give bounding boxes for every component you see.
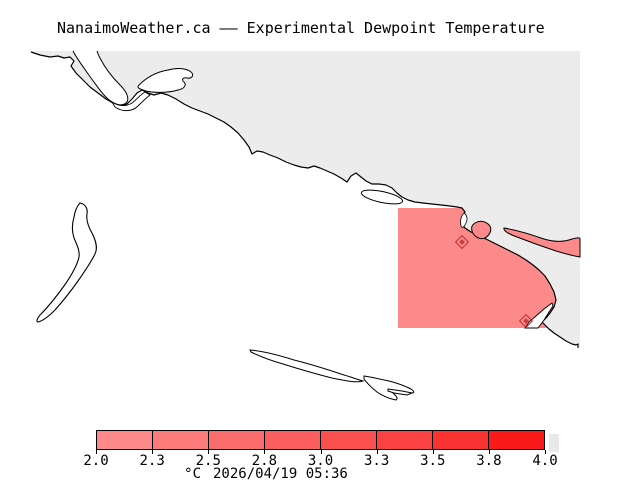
colorbar-tick-label: 3.5 [420, 453, 446, 469]
colorbar-tick [545, 450, 546, 454]
colorbar-caption: °C 2026/04/19 05:36 [96, 466, 436, 480]
colorbar-segment [320, 431, 376, 449]
colorbar-tick [432, 450, 434, 454]
colorbar-shadow [549, 434, 559, 452]
island-sliver [387, 388, 414, 396]
islet-pink [471, 220, 492, 240]
colorbar-tick-label: 3.3 [363, 453, 390, 469]
dewpoint-data-region [398, 208, 556, 328]
inlet-west [72, 50, 129, 106]
inlet-east [137, 68, 194, 93]
colorbar-tick-label: 2.5 [195, 453, 221, 469]
colorbar-tick [488, 450, 490, 454]
coastal-bay [460, 212, 468, 228]
colorbar-tick-label: 2.3 [139, 453, 165, 469]
colorbar-tick [152, 450, 154, 454]
colorbar-segment [376, 431, 432, 449]
coastline [30, 51, 579, 348]
island-strip-pink [503, 227, 581, 258]
colorbar-segment [488, 431, 544, 449]
colorbar-tick [376, 450, 378, 454]
colorbar-timestamp: 2026/04/19 05:36 [213, 466, 348, 480]
inlet-channel [111, 91, 151, 112]
colorbar-tick [96, 450, 97, 454]
colorbar-tick-label: 3.0 [307, 453, 334, 469]
page-title: NanaimoWeather.ca —— Experimental Dewpoi… [57, 19, 545, 37]
colorbar-tick-label: 2.0 [83, 453, 109, 469]
colorbar-tick [264, 450, 266, 454]
island-south-long [249, 349, 365, 383]
colorbar-tick [320, 450, 322, 454]
colorbar-segment [152, 431, 208, 449]
colorbar-segment [264, 431, 320, 449]
colorbar-tick-label: 4.0 [532, 453, 558, 469]
island-west [36, 202, 97, 323]
colorbar-units: °C [184, 466, 201, 480]
colorbar-tick-label: 3.8 [476, 453, 502, 469]
coastal-lagoon [360, 189, 404, 205]
colorbar-tick [208, 450, 210, 454]
colorbar-segment [432, 431, 488, 449]
land-mass [31, 51, 580, 348]
colorbar-segment [208, 431, 264, 449]
island-south-east [363, 375, 415, 401]
colorbar [96, 430, 545, 450]
colorbar-segment [97, 431, 152, 449]
colorbar-tick-label: 2.8 [251, 453, 278, 469]
